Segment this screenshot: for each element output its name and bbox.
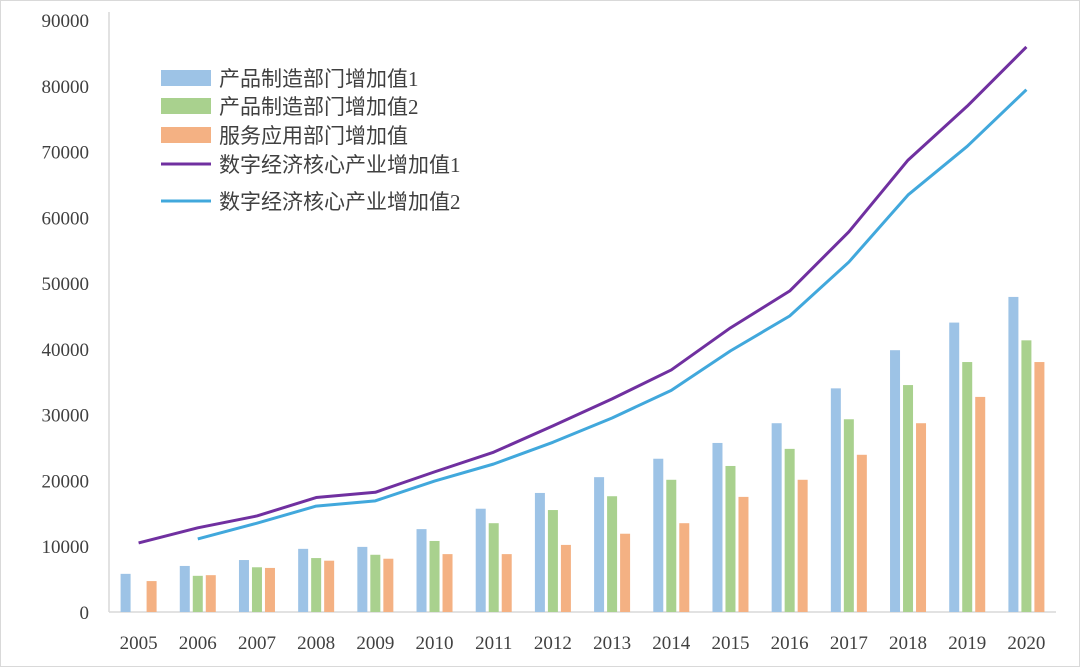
y-tick-label: 80000 — [42, 77, 90, 98]
bar-3-2019 — [975, 396, 986, 612]
bar-3-2007 — [264, 567, 275, 612]
bar-2-2009 — [370, 554, 381, 612]
bar-3-2006 — [205, 575, 216, 612]
bar-2-2011 — [488, 523, 499, 612]
bar-2-2020 — [1021, 340, 1032, 612]
bar-3-2010 — [442, 554, 453, 612]
x-tick-label: 2014 — [652, 633, 691, 654]
legend-label-5: 数字经济核心产业增加值2 — [219, 190, 461, 214]
bar-3-2014 — [679, 523, 690, 612]
bar-1-2020 — [1008, 296, 1019, 612]
axes: 0 10000 20000 30000 40000 50000 60000 70000 8000… — [42, 11, 1056, 654]
x-tick-label: 2010 — [416, 633, 454, 654]
legend-label-2: 产品制造部门增加值2 — [219, 95, 419, 119]
bar-2-2014 — [666, 479, 677, 612]
y-tick-label: 10000 — [42, 537, 90, 558]
x-tick-label: 2006 — [179, 633, 217, 654]
bar-2-2008 — [311, 558, 322, 612]
y-tick-label: 50000 — [42, 274, 90, 295]
legend-label-1: 产品制造部门增加值1 — [219, 67, 419, 91]
x-tick-label: 2015 — [711, 633, 749, 654]
x-tick-label: 2017 — [830, 633, 868, 654]
bar-2-2018 — [903, 385, 914, 612]
legend-swatch-3 — [161, 127, 211, 143]
bar-1-2008 — [298, 548, 309, 612]
y-tick-label: 20000 — [42, 471, 90, 492]
x-tick-label: 2007 — [238, 633, 276, 654]
x-tick-label: 2019 — [948, 633, 986, 654]
bar-1-2009 — [357, 546, 368, 612]
bar-2-2015 — [725, 465, 736, 612]
bar-3-2017 — [856, 454, 867, 612]
bar-3-2015 — [738, 496, 749, 612]
y-tick-label: 30000 — [42, 406, 90, 427]
bar-1-2010 — [416, 529, 427, 612]
bar-1-2011 — [475, 508, 486, 612]
bar-1-2006 — [179, 565, 190, 612]
legend-label-3: 服务应用部门增加值 — [219, 124, 408, 148]
bar-2-2006 — [192, 575, 203, 612]
bar-3-2018 — [916, 423, 927, 612]
bar-1-2017 — [830, 388, 841, 612]
line-series-2 — [197, 88, 1028, 541]
bars — [120, 296, 1045, 612]
bar-3-2009 — [383, 558, 394, 612]
x-tick-label: 2012 — [534, 633, 572, 654]
bar-3-2016 — [797, 479, 808, 612]
y-tick-label: 60000 — [42, 208, 90, 229]
x-tick-label: 2009 — [356, 633, 394, 654]
x-tick-label: 2016 — [771, 633, 809, 654]
x-tick-label: 2020 — [1007, 633, 1045, 654]
legend-swatch-2 — [161, 98, 211, 114]
legend-label-4: 数字经济核心产业增加值1 — [219, 153, 461, 177]
bar-2-2010 — [429, 540, 440, 612]
bar-3-2020 — [1034, 362, 1045, 612]
bar-2-2012 — [547, 510, 558, 612]
bar-1-2012 — [534, 492, 545, 612]
bar-1-2007 — [238, 560, 249, 612]
x-tick-label: 2008 — [297, 633, 335, 654]
bar-3-2011 — [501, 554, 512, 612]
bar-2-2017 — [843, 419, 854, 612]
x-tick-label: 2011 — [475, 633, 512, 654]
bar-1-2005 — [120, 573, 131, 612]
bar-1-2016 — [771, 423, 782, 612]
bar-3-2012 — [560, 544, 571, 612]
bar-1-2018 — [890, 350, 901, 612]
y-tick-label: 90000 — [42, 11, 90, 32]
x-tick-label: 2005 — [120, 633, 158, 654]
legend-swatch-1 — [161, 70, 211, 86]
line-series-1 — [138, 45, 1028, 545]
bar-3-2005 — [146, 581, 157, 612]
y-tick-label: 0 — [80, 603, 90, 624]
bar-2-2013 — [607, 496, 618, 612]
x-tick-label: 2018 — [889, 633, 927, 654]
bar-1-2015 — [712, 442, 723, 612]
bar-3-2008 — [324, 560, 335, 612]
bar-2-2007 — [251, 567, 262, 612]
y-tick-label: 40000 — [42, 340, 90, 361]
y-tick-label: 70000 — [42, 143, 90, 164]
bar-2-2016 — [784, 448, 795, 612]
bar-1-2014 — [653, 458, 664, 612]
lines — [138, 45, 1028, 545]
legend: 产品制造部门增加值1 产品制造部门增加值2 服务应用部门增加值数字经济核心产业增加值… — [161, 67, 461, 214]
x-tick-label: 2013 — [593, 633, 631, 654]
bar-1-2019 — [949, 322, 960, 612]
bar-3-2013 — [620, 533, 631, 612]
bar-1-2013 — [594, 477, 605, 612]
bar-2-2019 — [962, 362, 973, 612]
